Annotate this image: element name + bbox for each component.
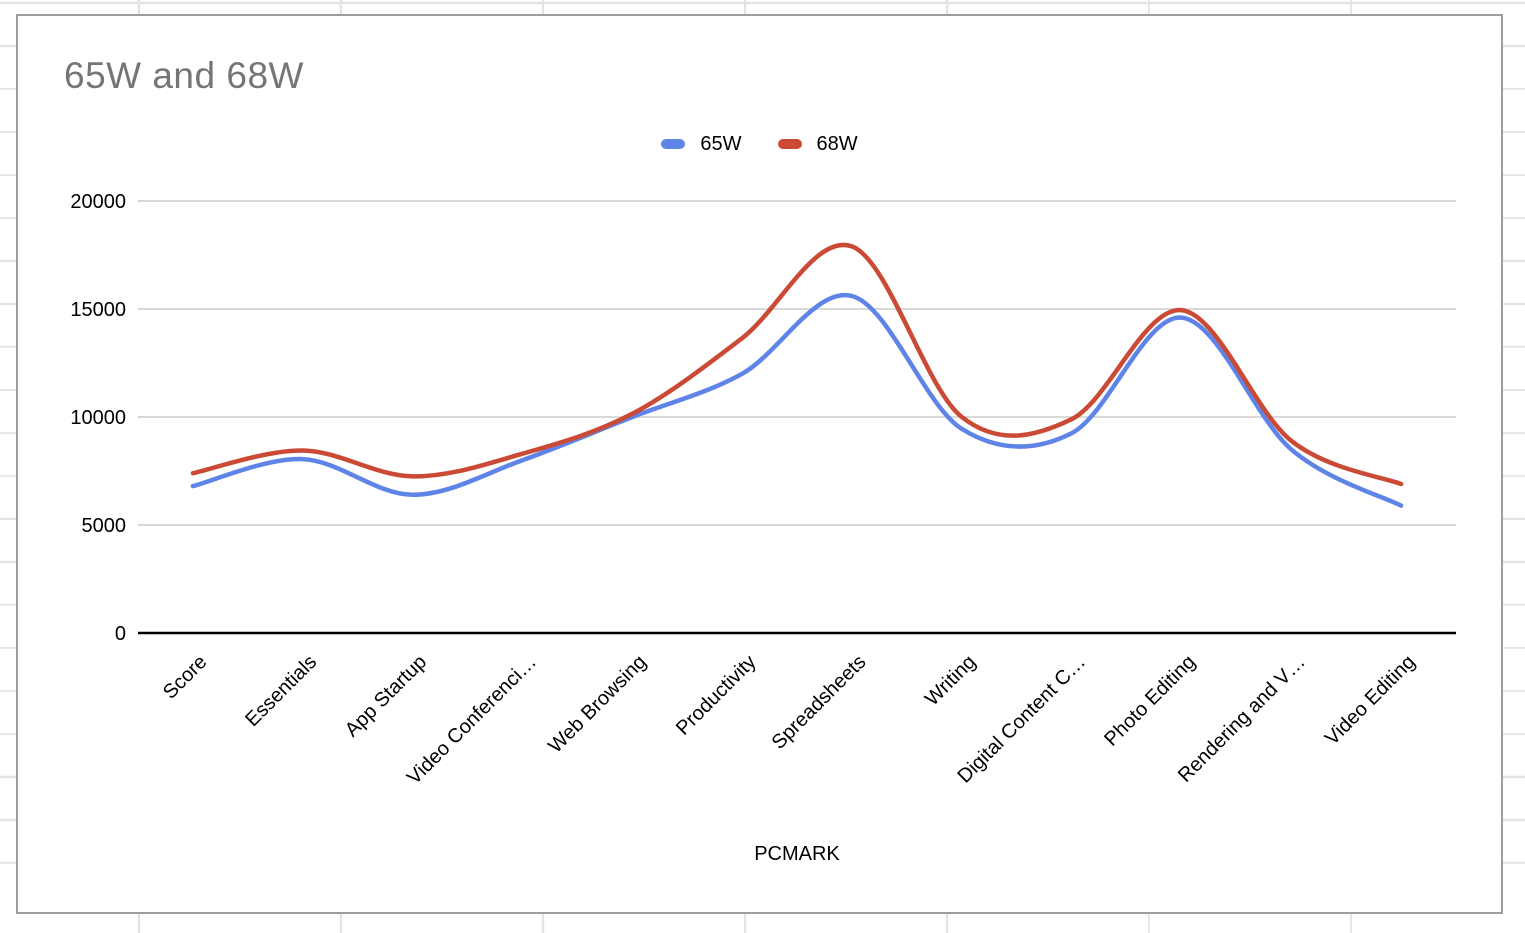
y-axis-tick-label: 10000 [70,407,126,429]
x-category-label: Photo Editing [1100,651,1200,751]
line-chart-plot: 0 5000 10000 15000 20000 Score Essentials App S… [70,191,1456,865]
legend-item[interactable]: 68W [777,133,858,155]
legend-swatch [661,139,686,149]
chart-title: 65W and 68W [64,55,304,96]
x-category-label: Video Editing [1321,651,1420,750]
x-axis-title: PCMARK [754,843,840,865]
x-category-label: Essentials [241,651,321,731]
x-category-label: Writing [921,651,980,710]
legend-swatch [777,139,802,149]
legend-item[interactable]: 65W [661,133,742,155]
legend-label: 68W [816,133,858,155]
chart-card[interactable]: 65W and 68W 65W 68W 0 5000 10000 15000 20000 S… [16,14,1503,914]
y-axis-tick-label: 15000 [70,299,126,321]
y-axis-tick-label: 20000 [70,191,126,213]
series-line-68w [190,242,1404,487]
series-line-65w [190,292,1404,508]
y-axis-tick-label: 0 [115,623,126,645]
x-category-label: Spreadsheets [768,651,871,754]
x-category-label: App Startup [341,651,431,741]
x-category-label: Productivity [672,651,761,740]
x-category-label: Web Browsing [544,651,650,757]
legend-label: 65W [700,133,742,155]
chart-legend: 65W 68W [18,132,1501,156]
x-category-label: Score [159,651,212,704]
y-axis-tick-label: 5000 [82,515,127,537]
